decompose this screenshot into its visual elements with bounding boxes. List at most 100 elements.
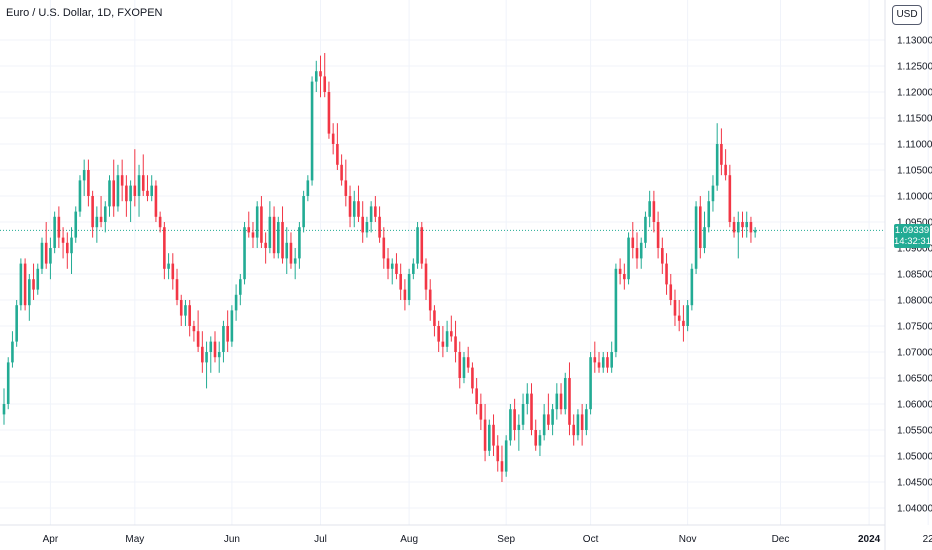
candle — [348, 185, 352, 228]
candle — [184, 300, 187, 326]
candle-body — [521, 404, 525, 425]
candle — [454, 320, 457, 363]
candle — [707, 190, 711, 233]
candle — [610, 341, 613, 373]
candle — [57, 206, 61, 248]
candle-body — [589, 357, 592, 410]
candle — [732, 216, 736, 238]
candle-body — [580, 414, 584, 430]
candle-body — [141, 175, 145, 191]
candle-body — [222, 326, 225, 352]
candle — [175, 268, 179, 306]
candle — [496, 435, 500, 472]
candle-body — [171, 263, 175, 280]
candle — [656, 211, 660, 259]
candle — [112, 159, 116, 217]
y-tick-label: 1.11000 — [897, 140, 932, 151]
candle-body — [277, 222, 280, 254]
candle — [728, 164, 732, 228]
candle-body — [23, 263, 27, 306]
candle — [479, 393, 483, 430]
candle-body — [293, 258, 297, 264]
y-tick-label: 1.06000 — [897, 400, 932, 411]
candle-body — [753, 230, 757, 233]
candle — [665, 253, 668, 295]
candle — [255, 201, 259, 248]
candle — [492, 414, 495, 456]
candle-body — [298, 227, 301, 259]
candle — [205, 341, 208, 389]
candle — [137, 164, 141, 217]
candle-body — [450, 331, 453, 337]
candle — [310, 76, 314, 186]
candle — [450, 315, 453, 342]
candle — [741, 211, 744, 238]
candle — [403, 279, 407, 311]
x-tick-label: Aug — [400, 534, 418, 545]
candle — [614, 263, 618, 358]
candle-body — [424, 263, 428, 290]
candle-body — [158, 216, 162, 228]
candle — [690, 263, 694, 311]
candle — [222, 320, 225, 363]
candle — [635, 232, 639, 269]
candle — [239, 274, 242, 306]
candle-body — [661, 248, 664, 264]
candle — [163, 222, 166, 280]
candle-body — [167, 263, 170, 269]
candle — [699, 196, 702, 259]
candle — [500, 445, 504, 482]
candle — [40, 237, 44, 274]
candle — [382, 227, 386, 269]
candle-body — [703, 227, 706, 248]
candle — [323, 53, 327, 98]
candle — [488, 419, 491, 456]
candle — [357, 185, 360, 222]
candle-body — [272, 216, 276, 254]
candle-body — [488, 424, 491, 451]
candle — [36, 263, 40, 295]
candle — [517, 414, 521, 451]
candle — [293, 248, 297, 280]
candle — [285, 227, 289, 274]
candle-body — [57, 216, 61, 238]
candle — [745, 211, 749, 238]
candle-body — [306, 180, 310, 196]
candle-body — [458, 352, 462, 378]
candle-body — [399, 274, 402, 290]
candle — [547, 393, 550, 430]
candle-body — [614, 268, 618, 352]
candle-body — [361, 216, 364, 233]
candle — [361, 201, 364, 243]
candle — [416, 222, 419, 269]
candle — [264, 232, 267, 264]
candle-body — [479, 404, 483, 420]
candle-body — [226, 326, 229, 342]
candle — [542, 404, 546, 441]
candle-body — [196, 331, 200, 347]
candle-body — [403, 289, 407, 300]
candle-body — [120, 175, 124, 186]
candle-body — [255, 206, 259, 238]
candle-body — [416, 227, 419, 264]
candle-body — [327, 92, 331, 134]
candle — [179, 294, 183, 326]
candle-body — [133, 185, 137, 196]
candle-body — [11, 341, 14, 363]
candle-body — [336, 144, 339, 165]
candle — [458, 341, 462, 389]
candle — [483, 404, 487, 462]
candle — [82, 159, 86, 196]
candle — [129, 180, 132, 222]
candle-body — [78, 180, 82, 212]
candle — [196, 310, 200, 352]
candle-body — [302, 196, 305, 228]
candle-body — [500, 461, 504, 472]
y-tick-label: 1.10500 — [897, 166, 932, 177]
candle-body — [597, 362, 601, 368]
candle — [652, 190, 656, 233]
candle-body — [496, 445, 500, 462]
currency-button[interactable]: USD — [892, 5, 922, 25]
candle-body — [639, 242, 643, 259]
candle — [91, 190, 94, 238]
